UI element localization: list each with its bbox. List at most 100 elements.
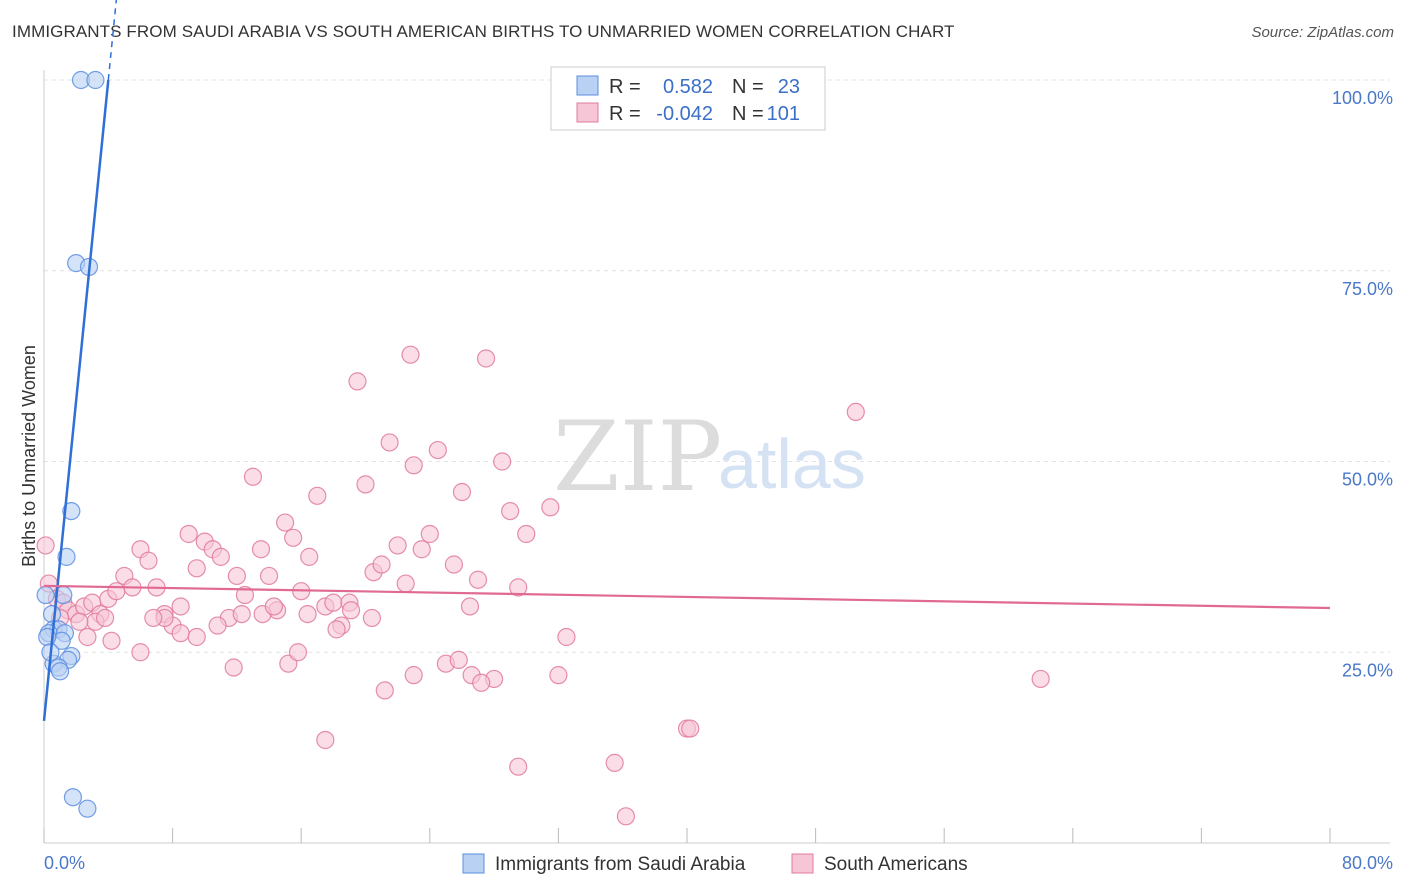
point-south-american-65 [557, 627, 576, 647]
point-south-american-47 [401, 345, 420, 364]
x-tick-labels: 0.0% 80.0% [44, 853, 1393, 873]
y-tick-label-1: 50.0% [1342, 470, 1393, 490]
watermark-atlas: atlas [718, 425, 866, 503]
point-south-american-77 [375, 681, 394, 700]
point-south-american-55 [460, 597, 480, 616]
point-south-american-27 [243, 467, 263, 486]
point-south-american-94 [264, 597, 283, 616]
point-south-american-83 [509, 757, 528, 776]
source-label: Source: ZipAtlas.com [1251, 24, 1394, 41]
stats-swatch-south-american [576, 102, 599, 123]
point-south-american-60 [501, 501, 520, 521]
point-south-american-54 [452, 482, 472, 502]
stats-swatch-saudi [576, 75, 599, 96]
stats-r-value-south-american: -0.042 [656, 103, 713, 125]
point-south-american-64 [549, 666, 568, 685]
point-south-american-40 [348, 372, 367, 391]
point-saudi-17 [50, 662, 70, 681]
trend-line-saudi-extension [107, 0, 118, 81]
stats-r-label: R = [609, 76, 641, 98]
point-south-american-25 [227, 566, 246, 586]
point-south-american-100 [95, 608, 115, 628]
point-south-american-10 [107, 582, 126, 601]
point-south-american-72 [171, 624, 190, 643]
point-south-american-63 [541, 498, 560, 517]
point-south-american-28 [251, 540, 271, 559]
legend-label-saudi: Immigrants from Saudi Arabia [495, 854, 746, 875]
point-south-american-31 [276, 513, 295, 532]
y-tick-labels: 25.0% 50.0% 75.0% 100.0% [1332, 88, 1393, 680]
stats-n-value-saudi: 23 [778, 76, 800, 98]
legend-swatch-saudi [462, 853, 485, 874]
stats-n-label: N = [732, 103, 764, 125]
point-south-american-92 [232, 604, 251, 624]
point-south-american-48 [404, 456, 423, 475]
point-south-american-99 [70, 612, 89, 631]
point-south-american-87 [681, 719, 700, 738]
point-south-american-19 [179, 524, 198, 544]
point-south-american-35 [308, 486, 327, 505]
point-saudi-4 [62, 501, 81, 521]
point-south-american-44 [380, 433, 399, 452]
y-tick-label-0: 25.0% [1342, 660, 1393, 680]
point-south-american-95 [298, 604, 317, 624]
x-tick-label-1: 80.0% [1342, 853, 1393, 873]
legend-swatch-south-american [791, 853, 814, 874]
point-south-american-85 [616, 807, 636, 826]
point-south-american-41 [356, 475, 375, 494]
point-south-american-57 [476, 349, 496, 368]
legend-label-south-american: South Americans [824, 854, 968, 875]
point-south-american-79 [449, 650, 468, 669]
point-south-american-78 [404, 666, 423, 685]
point-south-american-59 [493, 452, 512, 471]
point-south-american-0 [36, 536, 55, 555]
point-south-american-45 [388, 536, 407, 555]
point-saudi-7 [42, 604, 62, 624]
point-south-american-91 [208, 616, 227, 635]
point-south-american-76 [327, 620, 346, 639]
point-saudi-21 [63, 788, 83, 807]
point-south-american-53 [444, 555, 464, 574]
point-south-american-62 [517, 524, 536, 544]
stats-r-value-saudi: 0.582 [663, 76, 713, 98]
point-south-american-56 [468, 570, 488, 589]
point-south-american-73 [224, 658, 243, 677]
point-south-american-23 [211, 547, 230, 566]
point-south-american-97 [362, 608, 382, 628]
point-south-american-18 [171, 597, 190, 616]
y-axis-label: Births to Unmarried Women [19, 345, 39, 567]
point-south-american-66 [131, 643, 150, 662]
trend-lines [42, 0, 1331, 722]
point-south-american-71 [102, 631, 121, 650]
point-south-american-50 [420, 524, 439, 544]
data-points [36, 70, 1050, 826]
point-south-american-29 [259, 566, 279, 586]
point-south-american-46 [396, 574, 415, 593]
point-saudi-5 [57, 547, 76, 566]
stats-legend: R = 0.582 N = 23 R = -0.042 N = 101 [550, 66, 826, 131]
point-south-american-82 [316, 730, 335, 750]
x-ticks [43, 828, 1331, 843]
point-south-american-49 [412, 540, 431, 559]
point-south-american-43 [372, 555, 391, 574]
point-south-american-81 [472, 673, 491, 692]
point-saudi-1 [86, 70, 105, 90]
point-south-american-68 [187, 627, 206, 647]
watermark-zip: ZIP [553, 401, 722, 513]
point-south-american-96 [341, 601, 361, 620]
watermark: ZIP atlas [553, 401, 866, 513]
y-tick-label-3: 100.0% [1332, 88, 1393, 108]
chart-title: IMMIGRANTS FROM SAUDI ARABIA VS SOUTH AM… [12, 22, 955, 41]
point-south-american-90 [144, 608, 163, 628]
point-south-american-89 [1031, 669, 1050, 689]
point-saudi-18 [36, 585, 55, 605]
x-tick-label-0: 0.0% [44, 853, 85, 873]
stats-n-value-south-american: 101 [767, 103, 800, 125]
stats-r-label: R = [609, 103, 641, 125]
point-south-american-32 [284, 528, 303, 547]
point-saudi-22 [78, 799, 97, 818]
y-tick-label-2: 75.0% [1342, 279, 1393, 299]
point-south-american-84 [605, 753, 624, 772]
point-south-american-51 [428, 440, 447, 460]
